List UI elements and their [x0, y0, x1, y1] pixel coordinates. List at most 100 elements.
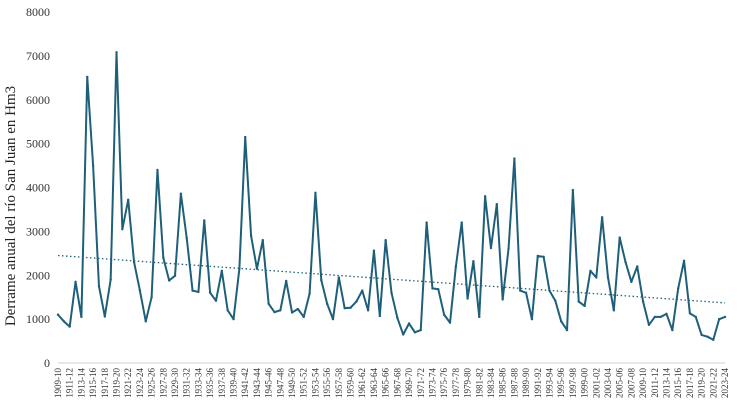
data-point [308, 292, 311, 295]
data-point [501, 298, 504, 301]
data-point [378, 314, 381, 318]
data-point [115, 51, 118, 54]
data-point [437, 288, 440, 291]
x-tick-label: 1981-82 [474, 368, 484, 398]
data-point [659, 315, 662, 319]
data-point [302, 315, 305, 319]
y-tick-label: 4000 [26, 181, 50, 195]
data-point [273, 310, 276, 314]
x-tick-label: 1993-94 [544, 368, 554, 398]
data-point [121, 227, 124, 231]
data-point [612, 309, 616, 312]
data-point [466, 297, 469, 300]
data-point [595, 276, 598, 279]
x-tick-label: 1957-58 [334, 368, 344, 398]
y-tick-label: 5000 [26, 137, 50, 151]
x-tick-label: 1919-20 [112, 368, 122, 398]
data-point [402, 333, 405, 336]
data-point [325, 302, 329, 305]
data-point [700, 333, 703, 337]
x-tick-label: 2015-16 [673, 368, 683, 398]
data-point [103, 315, 107, 318]
data-point [226, 309, 229, 312]
data-point [97, 285, 101, 288]
y-tick-label: 8000 [26, 5, 50, 19]
data-point [577, 300, 580, 303]
data-point [489, 246, 493, 250]
data-point [396, 316, 399, 320]
data-point [390, 291, 393, 294]
data-point [355, 300, 358, 303]
x-tick-label: 1943-44 [252, 368, 262, 398]
x-tick-label: 1933-34 [193, 368, 203, 398]
data-point [127, 198, 130, 201]
x-tick-label: 2011-12 [650, 368, 660, 398]
x-tick-label: 1975-76 [439, 368, 449, 398]
x-tick-label: 1987-88 [509, 368, 519, 398]
x-tick-label: 2019-20 [697, 368, 707, 398]
data-point [173, 274, 177, 277]
x-tick-label: 1909-10 [53, 368, 63, 398]
x-tick-label: 1995-96 [556, 368, 566, 398]
x-tick-label: 1929-30 [170, 368, 180, 398]
data-point [167, 279, 171, 282]
data-point [314, 191, 317, 194]
data-point [554, 299, 557, 302]
x-tick-label: 1999-00 [580, 368, 590, 398]
y-tick-label: 3000 [26, 224, 50, 238]
x-tick-label: 1991-92 [533, 368, 543, 398]
data-point [244, 135, 247, 139]
x-tick-label: 1937-38 [217, 368, 227, 398]
x-tick-label: 2023-24 [720, 368, 730, 398]
data-point [495, 202, 499, 206]
data-point [366, 309, 370, 312]
x-tick-label: 2007-08 [626, 368, 636, 398]
x-tick-label: 1945-46 [264, 368, 274, 398]
data-point [109, 278, 112, 281]
data-point [407, 322, 411, 325]
data-point [682, 259, 686, 262]
x-tick-label: 1949-50 [287, 368, 297, 398]
data-point [624, 260, 627, 264]
x-tick-label: 2005-06 [615, 368, 625, 398]
x-tick-label: 1973-74 [427, 368, 437, 398]
y-tick-label: 2000 [26, 268, 50, 282]
data-point [653, 315, 656, 319]
data-point [589, 269, 592, 273]
data-point [542, 255, 545, 259]
data-point [442, 313, 446, 316]
data-point [665, 312, 668, 316]
data-point [431, 287, 434, 290]
data-point [203, 219, 206, 222]
data-point [571, 188, 575, 192]
data-point [214, 299, 218, 302]
data-point [86, 75, 89, 79]
x-tick-label: 1911-12 [65, 368, 75, 398]
data-point [519, 289, 522, 292]
data-point [472, 260, 475, 263]
x-tick-label: 1967-68 [392, 368, 402, 398]
x-tick-label: 1971-72 [416, 368, 426, 398]
x-tick-label: 2017-18 [685, 368, 695, 398]
x-tick-label: 1985-86 [498, 368, 508, 398]
data-point [191, 289, 194, 292]
x-tick-label: 1913-14 [76, 368, 86, 398]
data-point [185, 236, 188, 240]
data-point [723, 315, 727, 319]
data-point [671, 328, 674, 332]
x-tick-label: 1927-28 [158, 368, 168, 398]
data-point [647, 323, 651, 327]
data-point [132, 260, 136, 264]
data-point [261, 238, 264, 242]
data-point [419, 328, 422, 332]
x-tick-label: 2009-10 [638, 368, 648, 398]
data-point [255, 267, 259, 270]
x-tick-label: 1965-66 [381, 368, 391, 398]
data-point [712, 338, 715, 341]
x-tick-label: 1955-56 [322, 368, 332, 398]
x-tick-label: 2001-02 [591, 368, 601, 398]
data-point [296, 307, 300, 311]
x-tick-label: 1939-40 [229, 368, 239, 398]
data-point [530, 317, 534, 321]
x-tick-label: 1977-78 [451, 368, 461, 398]
